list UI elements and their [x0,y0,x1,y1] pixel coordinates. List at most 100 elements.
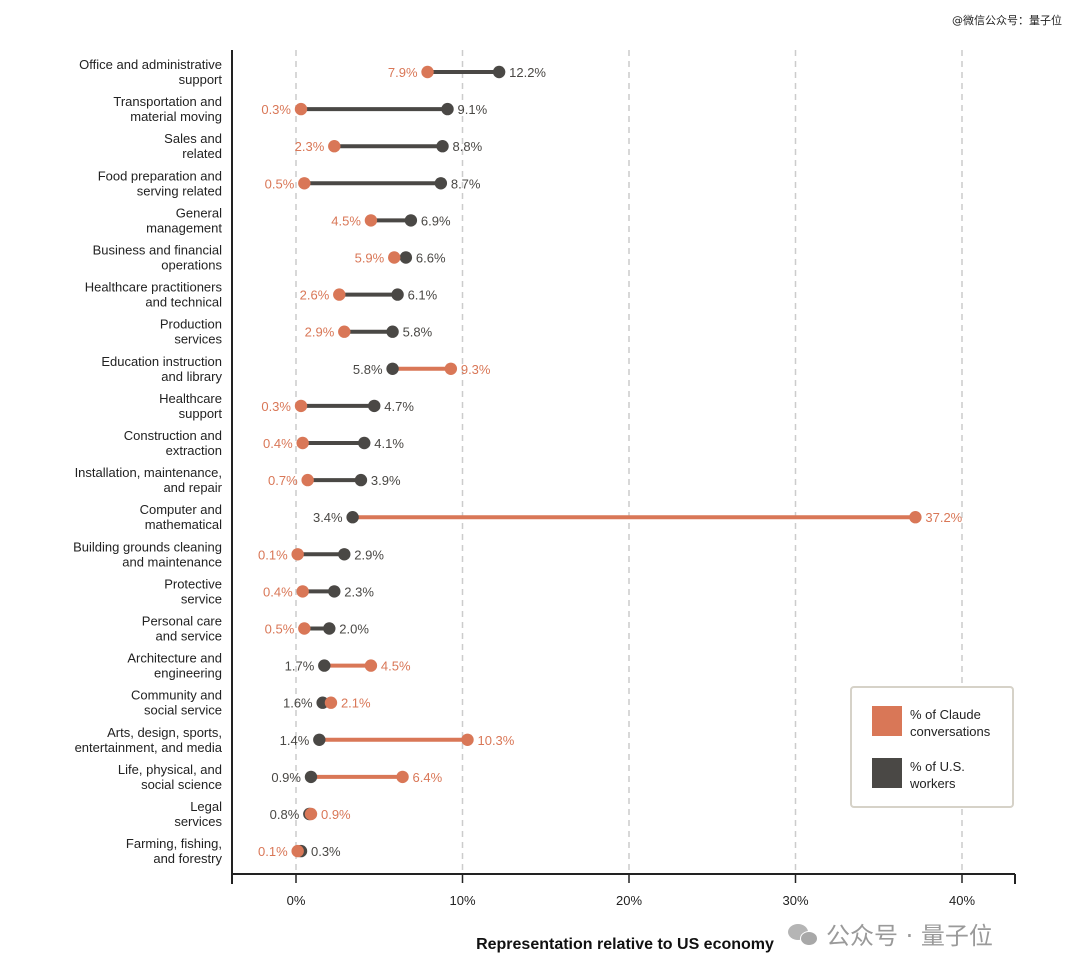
category-row: Community and social service 1.6% 2.1% [131,688,371,718]
category-label-line: Community and [131,688,222,703]
category-label-line: entertainment, and media [75,740,223,755]
x-tick-label: 20% [616,893,642,908]
category-row: Computer and mathematical 3.4% 37.2% [140,502,963,532]
claude-point [291,844,304,858]
category-label-line: and maintenance [122,554,222,569]
category-label-line: Education instruction [101,354,222,369]
worker-value-label: 3.4% [313,510,343,525]
worker-value-label: 6.9% [421,213,451,228]
worker-point [354,473,368,487]
x-axis-title: Representation relative to US economy [476,936,774,953]
worker-value-label: 6.6% [416,251,446,266]
category-label: Architecture and engineering [127,651,222,681]
category-label: Protective service [164,576,222,606]
worker-value-label: 1.7% [285,659,315,674]
category-label-line: social service [144,703,222,718]
claude-point [298,177,311,190]
claude-value-label: 4.5% [331,213,361,228]
worker-point [404,214,418,227]
watermark-bottom: 公众号 · 量子位 [788,916,993,951]
claude-value-label: 0.3% [261,399,291,414]
category-row: Building grounds cleaning and maintenance… [73,539,384,569]
category-row: Arts, design, sports, entertainment, and … [75,725,515,755]
worker-value-label: 0.8% [270,807,300,822]
claude-point [296,585,309,598]
category-label: Legal services [174,799,222,829]
category-label-line: mathematical [145,517,222,532]
worker-point [346,511,359,524]
x-tick-label: 10% [449,893,475,908]
category-row: Installation, maintenance, and repair 0.7%… [75,465,401,495]
category-row: Education instruction and library 5.8% 9.3% [101,354,491,384]
claude-point [294,102,308,116]
worker-point [436,140,449,153]
worker-point [441,102,454,116]
category-label-line: Healthcare [159,391,222,406]
category-label: Production services [160,317,223,347]
legend-label-claude: % of Claude conversations [910,707,991,739]
category-row: Farming, fishing, and forestry 0.1% 0.3% [126,836,341,866]
category-label: Construction and extraction [124,428,222,458]
category-label-line: General [176,205,222,220]
worker-point [338,548,351,561]
worker-value-label: 1.6% [283,696,313,711]
category-label-line: Production [160,317,222,332]
worker-value-label: 2.0% [339,622,369,637]
category-label-line: and library [161,369,222,384]
category-label-line: material moving [130,109,222,124]
claude-value-label: 5.9% [355,251,385,266]
claude-point [461,733,474,746]
worker-point [323,622,336,635]
claude-value-label: 2.1% [341,696,371,711]
worker-point [358,436,371,450]
category-row: Healthcare support 0.3% 4.7% [159,391,414,421]
worker-point [304,770,318,784]
category-label-line: Construction and [124,428,222,443]
category-label: Computer and mathematical [140,502,222,532]
claude-value-label: 2.6% [300,288,330,303]
category-label-line: operations [161,258,222,273]
category-label-line: management [146,220,222,235]
x-tick-label: 30% [782,893,808,908]
category-row: Personal care and service 0.5% 2.0% [142,614,370,644]
category-label-line: Food preparation and [98,168,222,183]
category-label: Education instruction and library [101,354,222,384]
claude-value-label: 7.9% [388,65,418,80]
category-row: Transportation and material moving 0.3% 9.1… [113,94,487,124]
claude-value-label: 0.1% [258,844,288,859]
worker-point [368,399,381,413]
worker-point [386,325,399,338]
category-label-line: related [182,146,222,161]
category-label-line: Transportation and [113,94,222,109]
worker-value-label: 5.8% [353,362,383,377]
claude-value-label: 0.5% [265,622,295,637]
claude-value-label: 0.1% [258,547,288,562]
category-label-line: Installation, maintenance, [75,465,222,480]
claude-point [333,288,346,301]
worker-point [328,585,341,598]
worker-value-label: 2.3% [344,584,374,599]
category-label: Community and social service [131,688,222,718]
category-row: Architecture and engineering 1.7% 4.5% [127,651,411,681]
claude-value-label: 37.2% [925,510,962,525]
category-label: Life, physical, and social science [118,762,222,792]
legend-label-workers: % of U.S. workers [910,759,965,791]
claude-value-label: 0.9% [321,807,351,822]
worker-point [313,733,326,746]
category-label-line: Sales and [164,131,222,146]
claude-point [364,214,378,227]
worker-value-label: 8.8% [453,139,483,154]
category-label-line: service [181,591,222,606]
category-row: Legal services 0.8% 0.9% [174,799,351,829]
worker-point [434,177,448,190]
category-label-line: and forestry [153,851,222,866]
worker-point [391,288,404,301]
category-row: Life, physical, and social science 0.9% 6.4… [118,762,443,792]
wechat-icon [788,922,818,946]
category-label: Arts, design, sports, entertainment, and … [75,725,223,755]
category-label: Healthcare practitioners and technical [85,280,223,310]
claude-value-label: 0.7% [268,473,298,488]
claude-value-label: 4.5% [381,659,411,674]
category-label-line: Business and financial [93,243,222,258]
category-label-line: Personal care [142,614,222,629]
